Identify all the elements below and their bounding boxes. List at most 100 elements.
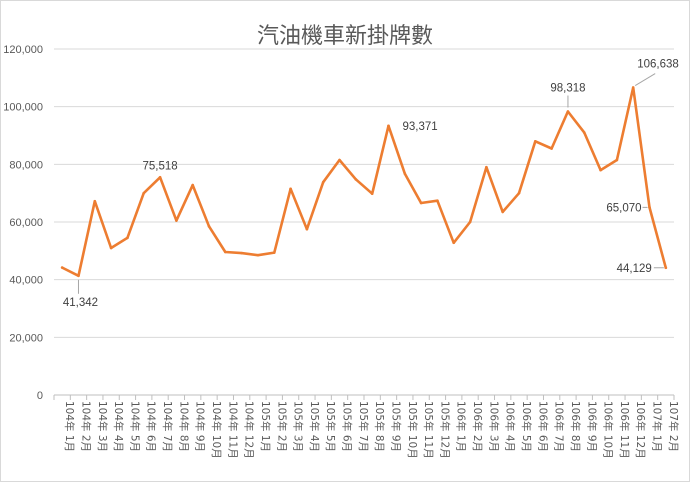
data-point	[289, 187, 292, 191]
data-label: 106,638	[637, 59, 679, 71]
data-point	[387, 124, 390, 128]
x-tick-label: 104年 10月	[210, 401, 223, 459]
data-point	[175, 219, 178, 222]
x-tick-label: 105年 1月	[259, 401, 272, 452]
data-point	[93, 199, 97, 203]
x-tick-label: 105年 3月	[292, 401, 305, 452]
x-tick-label: 104年 9月	[194, 401, 207, 452]
data-point	[191, 183, 194, 187]
data-point	[648, 206, 651, 209]
y-axis-ticks: 0 20,000 40,000 60,000 80,000 100,000 120,000	[3, 44, 43, 402]
x-tick-label: 104年 12月	[243, 401, 256, 459]
data-point	[77, 274, 80, 278]
data-point	[60, 266, 64, 269]
data-labels: 41,342 75,518 93,371 98,318 106,638 65,070 44,…	[63, 59, 679, 309]
data-point	[631, 86, 635, 89]
data-point	[142, 191, 146, 195]
data-point	[370, 192, 374, 196]
x-tick-label: 105年 8月	[373, 401, 386, 452]
y-tick-label: 120,000	[3, 44, 43, 56]
x-tick-label: 105年 7月	[357, 401, 370, 452]
data-point	[272, 251, 276, 254]
x-tick-label: 106年 12月	[634, 401, 647, 459]
data-point	[550, 147, 553, 150]
data-point	[240, 251, 243, 255]
x-tick-label: 105年 5月	[324, 401, 337, 452]
data-label: 75,518	[142, 160, 177, 172]
x-tick-label: 106年 11月	[618, 401, 631, 459]
data-point	[582, 131, 586, 134]
data-label: 98,318	[550, 83, 585, 95]
x-tick-label: 104年 4月	[112, 401, 125, 452]
x-axis-ticks: 104年 1月 104年 2月 104年 3月 104年 4月 104年 5月 104年 …	[53, 395, 680, 459]
y-tick-label: 0	[37, 390, 43, 402]
y-tick-label: 80,000	[9, 159, 43, 171]
data-point	[501, 210, 504, 214]
x-tick-label: 106年 8月	[569, 401, 582, 452]
data-point	[109, 246, 113, 250]
x-tick-label: 105年 4月	[308, 401, 321, 452]
x-tick-label: 105年 6月	[341, 401, 354, 452]
data-point	[534, 139, 537, 143]
x-tick-label: 106年 9月	[585, 401, 598, 452]
data-point	[566, 110, 570, 113]
data-point	[599, 168, 602, 172]
data-point	[321, 180, 325, 184]
series-line	[60, 86, 668, 278]
x-tick-label: 106年 10月	[602, 401, 615, 459]
data-point	[403, 172, 407, 175]
data-point	[517, 191, 521, 195]
x-tick-label: 104年 7月	[161, 401, 174, 452]
x-tick-label: 105年 12月	[438, 401, 451, 459]
data-label: 65,070	[606, 202, 641, 214]
data-point	[615, 158, 619, 162]
y-tick-label: 20,000	[9, 332, 43, 344]
data-point	[256, 253, 260, 257]
x-tick-label: 106年 6月	[536, 401, 549, 452]
x-tick-label: 105年 2月	[275, 401, 288, 452]
x-tick-label: 104年 11月	[226, 401, 239, 459]
x-tick-label: 107年 1月	[651, 401, 664, 452]
x-tick-label: 104年 3月	[96, 401, 109, 452]
x-tick-label: 104年 6月	[145, 401, 158, 452]
y-tick-label: 60,000	[9, 217, 43, 229]
data-point	[664, 266, 668, 270]
data-point	[436, 199, 439, 202]
data-point	[452, 241, 456, 245]
data-label: 93,371	[402, 121, 437, 133]
x-tick-label: 105年 11月	[422, 401, 435, 459]
x-tick-label: 104年 1月	[63, 401, 76, 452]
data-label: 44,129	[617, 263, 652, 275]
y-tick-label: 40,000	[9, 275, 43, 287]
data-label-leader	[634, 73, 656, 86]
y-tick-label: 100,000	[3, 102, 43, 114]
x-tick-label: 106年 1月	[455, 401, 468, 452]
x-tick-label: 106年 7月	[553, 401, 566, 452]
x-tick-label: 104年 8月	[177, 401, 190, 452]
x-tick-label: 105年 9月	[389, 401, 402, 452]
data-point	[485, 165, 488, 169]
x-tick-label: 107年 2月	[667, 401, 680, 452]
data-point	[126, 236, 129, 240]
data-point	[468, 220, 472, 224]
x-tick-label: 105年 10月	[406, 401, 419, 459]
data-point	[354, 178, 358, 181]
x-tick-label: 104年 5月	[128, 401, 141, 452]
data-point	[207, 225, 211, 228]
series-polyline	[60, 86, 668, 278]
data-point	[419, 201, 423, 205]
x-tick-label: 106年 4月	[504, 401, 517, 452]
data-label: 41,342	[63, 297, 98, 309]
data-point	[158, 175, 162, 179]
data-point	[224, 250, 227, 254]
data-point	[338, 158, 341, 162]
x-tick-label: 106年 5月	[520, 401, 533, 452]
x-tick-label: 106年 3月	[487, 401, 500, 452]
gridlines	[54, 48, 674, 396]
data-point	[305, 227, 309, 231]
x-tick-label: 104年 2月	[79, 401, 92, 452]
x-tick-label: 106年 2月	[471, 401, 484, 452]
chart-title: 汽油機車新掛牌數	[256, 24, 433, 49]
